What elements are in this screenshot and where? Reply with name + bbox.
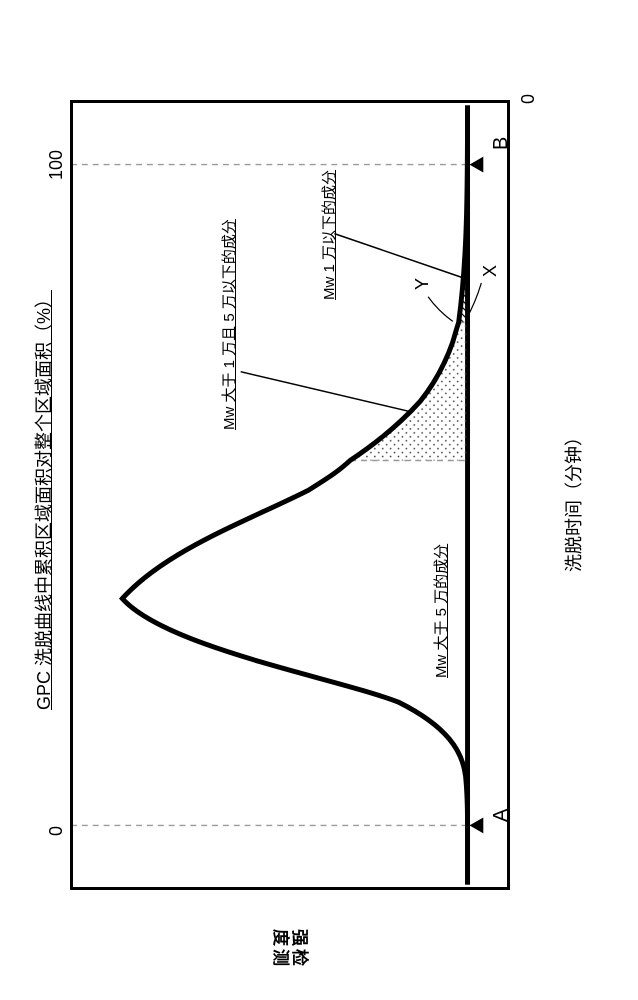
y-axis-label: 检测强度 bbox=[271, 925, 309, 965]
region-mw-under-10k-label: Mw 1 万以下的成分 bbox=[318, 170, 339, 300]
elution-curve bbox=[122, 105, 467, 884]
y-axis-label-line1: 检测 bbox=[271, 946, 309, 965]
marker-A-label: A bbox=[490, 809, 513, 822]
tick-percent-0: 0 bbox=[46, 826, 67, 836]
plot-svg bbox=[73, 103, 507, 887]
tick-time-0: 0 bbox=[518, 94, 539, 104]
marker-A-triangle bbox=[470, 818, 484, 834]
y-axis-label-line2: 强度 bbox=[271, 926, 309, 945]
leader-region3 bbox=[334, 234, 463, 278]
callout-Y: Y bbox=[412, 278, 433, 290]
tick-percent-100: 100 bbox=[46, 150, 67, 180]
marker-B-label: B bbox=[490, 137, 513, 150]
y-axis-label-wrapper: 检测强度 bbox=[70, 925, 510, 965]
plot-frame bbox=[70, 100, 510, 890]
leader-region2 bbox=[241, 372, 409, 411]
leader-Y bbox=[428, 297, 453, 322]
x-axis-label: 洗脱时间（分钟） bbox=[560, 0, 586, 1000]
marker-B-triangle bbox=[470, 157, 484, 173]
callout-X: X bbox=[480, 265, 501, 277]
region-mw-over-50k-label: Mw 大于 5 万的成分 bbox=[430, 544, 451, 678]
region-mw-10k-50k-label: Mw 大于 1 万且 5 万以下的成分 bbox=[218, 219, 239, 430]
